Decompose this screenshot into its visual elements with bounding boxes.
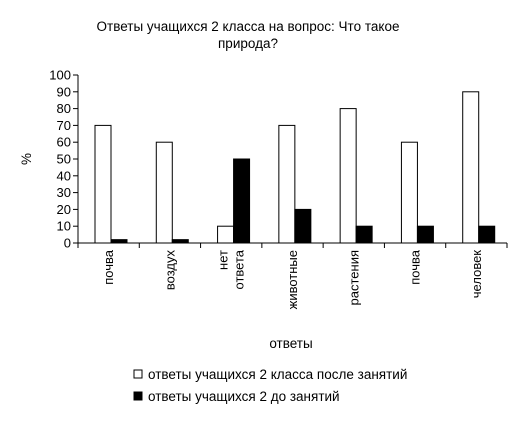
bar-after-2 <box>217 225 235 244</box>
y-tick-label: 70 <box>57 118 71 133</box>
axes <box>77 75 508 248</box>
bar-before-6 <box>478 225 496 244</box>
x-tick-label: животные <box>285 250 300 309</box>
y-tick-label: 80 <box>57 101 71 116</box>
bar-after-4 <box>339 108 357 244</box>
bar-before-0 <box>110 239 128 244</box>
y-tick-label: 10 <box>57 219 71 234</box>
chart-title: Ответы учащихся 2 класса на вопрос: Что … <box>97 19 400 51</box>
bar-before-3 <box>294 208 312 244</box>
bar-after-5 <box>400 141 418 244</box>
bar-before-2 <box>233 158 251 244</box>
x-tick-label: воздух <box>162 250 177 291</box>
bar-before-4 <box>355 225 373 244</box>
bar-before-1 <box>171 239 189 244</box>
y-tick-label: 40 <box>57 168 71 183</box>
legend-label-1: ответы учащихся 2 до занятий <box>148 389 340 404</box>
bars <box>94 91 496 244</box>
bar-after-1 <box>155 141 173 244</box>
x-tick-label: человек <box>469 250 484 299</box>
y-tick-label: 90 <box>57 84 71 99</box>
bar-after-3 <box>278 124 296 244</box>
y-tick-label: 60 <box>57 135 71 150</box>
y-tick-label: 20 <box>57 202 71 217</box>
x-axis: почва воздух нет ответа животные растения почв… <box>101 249 484 309</box>
chart-title-line: Ответы учащихся 2 класса на вопрос: Что … <box>97 19 400 34</box>
bar-after-0 <box>94 124 112 244</box>
y-axis-label: % <box>19 153 34 165</box>
x-tick-label: почва <box>408 249 423 285</box>
legend-swatch-1 <box>133 391 143 401</box>
x-tick-label: нет <box>216 250 231 270</box>
y-tick-label: 30 <box>57 185 71 200</box>
legend-swatch-0 <box>133 369 143 379</box>
bar-after-6 <box>462 91 480 244</box>
x-tick-label: ответа <box>232 249 247 289</box>
y-tick-label: 0 <box>64 236 71 251</box>
y-tick-label: 50 <box>57 152 71 167</box>
x-tick-label: растения <box>346 250 361 305</box>
chart-title-line: природа? <box>218 36 278 51</box>
y-axis-title: % <box>19 153 34 165</box>
legend: ответы учащихся 2 класса после занятий от… <box>133 367 407 404</box>
legend-label-0: ответы учащихся 2 класса после занятий <box>148 367 407 382</box>
bar-before-5 <box>416 225 434 244</box>
x-axis-label: ответы <box>269 336 312 351</box>
x-axis-title: ответы <box>269 336 312 351</box>
y-tick-label: 100 <box>49 68 71 83</box>
x-tick-label: почва <box>101 249 116 285</box>
